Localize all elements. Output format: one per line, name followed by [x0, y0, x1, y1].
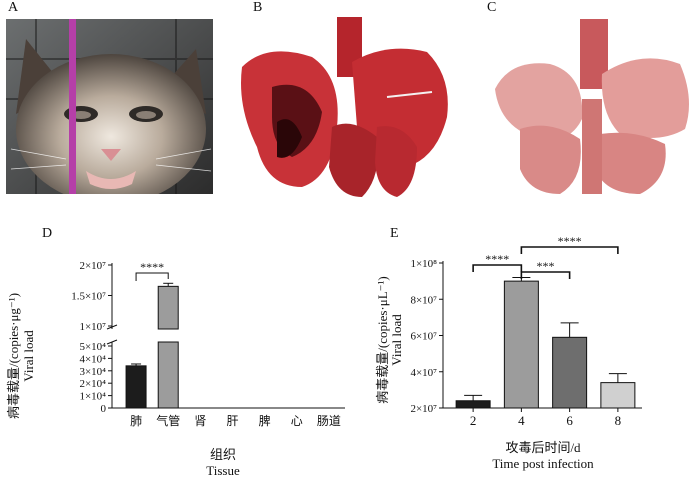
panel-label-e: E [390, 226, 399, 241]
chart-e-ytick-label: 1×10⁸ [410, 258, 437, 270]
chart-d-ytick-label: 0 [101, 403, 107, 415]
hemorrhagic-lung-photo [237, 17, 463, 200]
chart-d-xtick-label: 脾 [259, 413, 271, 428]
panel-label-b: B [253, 0, 263, 15]
chart-e-ytick-label: 8×10⁷ [410, 294, 437, 306]
chart-e-ylabel-en: Viral load [389, 314, 404, 366]
chart-e-ytick-label: 4×10⁷ [410, 367, 437, 379]
chart-e-ytick-label: 2×10⁷ [410, 403, 437, 415]
chart-d-ytick-label: 4×10⁴ [79, 353, 106, 365]
chart-d-significance-label: **** [140, 260, 164, 274]
chart-d-xtick-label: 肺 [130, 414, 142, 428]
chart-d-bar [125, 365, 147, 409]
chart-d-ylabel-cn: 病毒载量/(copies·μg⁻¹) [6, 293, 21, 419]
chart-e-bar [455, 400, 491, 409]
chart-d-ytick-label: 1×10⁴ [79, 391, 106, 403]
panel-label-d: D [42, 226, 53, 241]
chart-e-significance-bracket [472, 264, 523, 272]
panel-label-c: C [487, 0, 497, 15]
chart-e-bar [600, 382, 636, 409]
chart-d-ytick-label: 2×10⁴ [79, 378, 106, 390]
panel-label-a: A [8, 0, 19, 15]
tissue-viral-load-chart: 病毒载量/(copies·μg⁻¹) Viral load 组织 Tissue … [6, 260, 345, 478]
chart-e-significance-bracket [520, 246, 619, 254]
chart-e-xtick-label: 2 [470, 413, 477, 428]
chart-d-xlabel-en: Tissue [206, 463, 240, 478]
chart-d-ytick-label: 1.5×10⁷ [71, 291, 106, 303]
chart-d-ytick-label: 3×10⁴ [79, 366, 106, 378]
chart-e-xtick-label: 8 [615, 413, 622, 428]
chart-d-xtick-label: 气管 [156, 413, 180, 428]
chart-d-xtick-label: 肝 [226, 414, 238, 428]
chart-d-ytick-label: 2×10⁷ [79, 260, 106, 272]
hemorrhagic-lung-image [241, 17, 448, 197]
chart-d-xtick-label: 心 [291, 414, 303, 428]
chart-e-bar [552, 336, 588, 409]
cat-face-photo [6, 19, 213, 194]
chart-d-ytick-label: 5×10⁴ [79, 341, 106, 353]
chart-d-ylabel-en: Viral load [21, 330, 36, 382]
time-viral-load-chart: 病毒载量/(copies·μL⁻¹) Viral load 攻毒后时间/d Ti… [375, 234, 642, 471]
chart-d-bar [157, 285, 179, 330]
chart-d-xlabel-cn: 组织 [210, 447, 236, 462]
normal-lung-image [495, 19, 689, 194]
chart-e-xtick-label: 4 [518, 413, 525, 428]
chart-e-bar [503, 280, 539, 409]
chart-e-xlabel-en: Time post infection [492, 456, 594, 471]
chart-d-xtick-label: 肠道 [317, 414, 341, 428]
chart-d-axis-break-mark [106, 339, 118, 345]
chart-e-xlabel-cn: 攻毒后时间/d [505, 440, 581, 455]
chart-e-significance-bracket [520, 271, 571, 279]
chart-e-significance-label: **** [558, 234, 582, 248]
chart-e-xtick-label: 6 [566, 413, 573, 428]
chart-e-significance-label: *** [537, 259, 555, 273]
chart-d-xtick-label: 肾 [194, 414, 206, 428]
normal-lung-photo [490, 19, 695, 199]
chart-d-axis-break-mark [106, 324, 118, 330]
chart-d-significance-bracket [135, 272, 169, 281]
chart-d-ytick-label: 1×10⁷ [79, 321, 106, 333]
chart-e-ylabel-cn: 病毒载量/(copies·μL⁻¹) [375, 276, 390, 403]
chart-e-significance-label: **** [485, 252, 509, 266]
cat-face-image [6, 19, 213, 194]
chart-e-ytick-label: 6×10⁷ [410, 331, 437, 343]
chart-d-bar [157, 341, 179, 409]
